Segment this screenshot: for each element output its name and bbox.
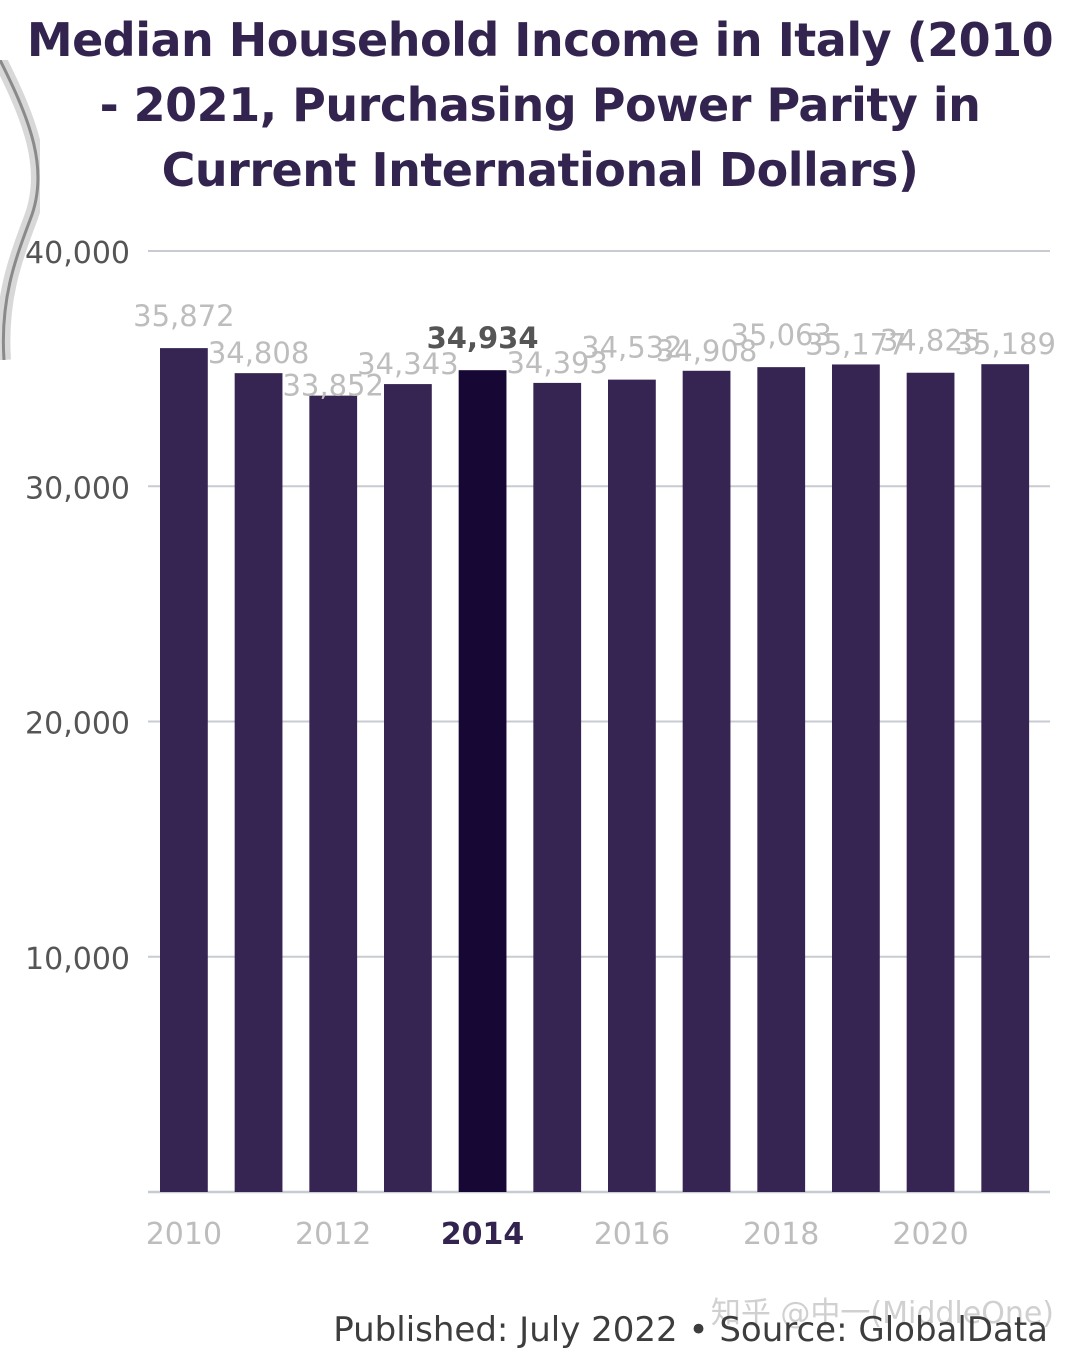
- bar-2012: [309, 395, 358, 1192]
- y-tick-label: 30,000: [25, 471, 130, 506]
- bar-2018: [757, 367, 806, 1192]
- value-label-2017: 34,908: [656, 334, 757, 368]
- bar-2011: [234, 373, 283, 1192]
- bar-2016: [608, 379, 656, 1192]
- x-tick-label-2018: 2018: [743, 1217, 819, 1252]
- data-labels: 35,87234,80833,85234,34334,93434,39334,5…: [133, 299, 1056, 403]
- value-label-2019: 35,177: [805, 327, 906, 361]
- value-label-2011: 34,808: [208, 336, 309, 370]
- value-label-2014: 34,934: [427, 321, 539, 355]
- footer-source: Published: July 2022 • Source: GlobalDat…: [333, 1310, 1048, 1350]
- bar-2015: [533, 382, 582, 1192]
- y-axis: 10,000 20,000 30,000 40,000: [25, 236, 130, 977]
- value-label-2021: 35,189: [954, 327, 1055, 361]
- x-tick-label-2012: 2012: [295, 1217, 371, 1252]
- x-tick-label-2010: 2010: [146, 1217, 222, 1252]
- value-label-2020: 34,825: [880, 324, 981, 358]
- x-axis: 2010 2012 2014 2016 2018 2020: [146, 1217, 969, 1252]
- gridlines: [148, 250, 1050, 1194]
- y-tick-label: 20,000: [25, 707, 130, 742]
- value-label-2010: 35,872: [133, 299, 234, 333]
- bar-2014: [458, 370, 507, 1193]
- bars: [160, 348, 1030, 1193]
- y-tick-label: 10,000: [25, 942, 130, 977]
- watermark: 知乎 @中一(MiddleOne): [710, 1296, 1054, 1331]
- value-label-2015: 34,393: [506, 346, 607, 380]
- bar-2020: [906, 372, 955, 1192]
- bar-2010: [160, 348, 208, 1192]
- bar-2021: [981, 364, 1030, 1192]
- value-label-2012: 33,852: [282, 369, 383, 403]
- bar-2013: [384, 384, 432, 1192]
- bar-chart: 10,000 20,000 30,000 40,000 35,87234,80833,…: [25, 236, 1056, 1252]
- x-tick-label-2016: 2016: [594, 1217, 670, 1252]
- value-label-2018: 35,063: [730, 318, 831, 352]
- bar-2017: [682, 370, 731, 1192]
- y-tick-label: 40,000: [25, 236, 130, 271]
- decorative-swirl: [0, 60, 40, 360]
- chart-title: Median Household Income in Italy (2010 -…: [26, 13, 1054, 197]
- x-tick-label-2020: 2020: [892, 1217, 968, 1252]
- bar-2019: [832, 364, 880, 1193]
- value-label-2016: 34,532: [581, 331, 682, 365]
- value-label-2013: 34,343: [357, 347, 458, 381]
- x-tick-label-2014: 2014: [441, 1217, 525, 1252]
